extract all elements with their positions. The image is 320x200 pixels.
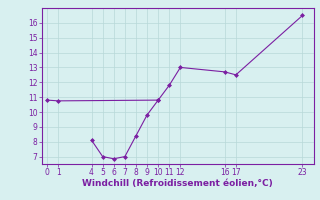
X-axis label: Windchill (Refroidissement éolien,°C): Windchill (Refroidissement éolien,°C) [82,179,273,188]
